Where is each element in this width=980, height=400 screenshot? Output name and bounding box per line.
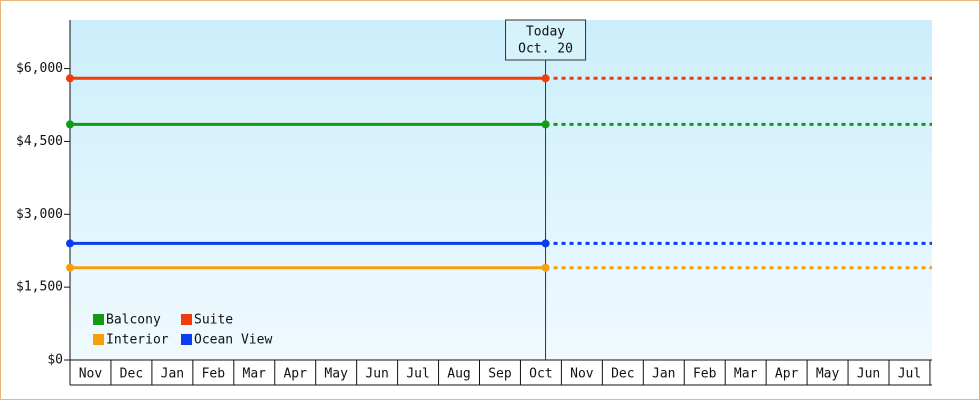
x-tick-label: Oct	[529, 367, 552, 382]
point	[541, 263, 550, 272]
legend-label: Ocean View	[194, 333, 272, 348]
today-date: Oct. 20	[518, 42, 573, 57]
y-tick-label: $0	[47, 353, 63, 368]
x-tick-label: Nov	[79, 367, 103, 382]
x-tick-label: Nov	[570, 367, 594, 382]
point	[66, 263, 74, 272]
x-tick-label: Apr	[283, 367, 307, 382]
x-tick-label: Aug	[447, 367, 470, 382]
y-tick-label: $6,000	[16, 61, 63, 76]
x-tick-label: Jul	[406, 367, 429, 382]
legend-swatch	[93, 314, 104, 325]
legend-swatch	[181, 334, 192, 345]
point	[66, 120, 74, 129]
x-tick-label: Jun	[857, 367, 880, 382]
point	[541, 120, 550, 129]
legend-swatch	[181, 314, 192, 325]
y-tick-label: $4,500	[16, 134, 63, 149]
x-tick-label: Sep	[488, 367, 512, 382]
plot-area	[70, 20, 932, 360]
x-tick-label: Mar	[243, 367, 267, 382]
x-tick-label: Dec	[611, 367, 634, 382]
legend-label: Suite	[194, 313, 233, 328]
y-tick-label: $1,500	[16, 280, 63, 295]
x-tick-label: May	[816, 367, 840, 382]
point	[66, 239, 74, 248]
legend-swatch	[93, 334, 104, 345]
point	[541, 239, 550, 248]
x-tick-label: Jan	[161, 367, 184, 382]
x-tick-label: Feb	[202, 367, 226, 382]
x-tick-label: Jul	[898, 367, 921, 382]
x-tick-label: Jan	[652, 367, 675, 382]
x-tick-label: Feb	[693, 367, 717, 382]
today-box	[505, 19, 587, 61]
x-tick-label: Apr	[775, 367, 799, 382]
y-tick-label: $3,000	[16, 207, 63, 222]
point	[541, 74, 550, 83]
legend-label: Interior	[106, 333, 169, 348]
x-tick-label: May	[324, 367, 348, 382]
x-tick-label: Jun	[365, 367, 388, 382]
today-title: Today	[526, 25, 565, 40]
x-tick-label: Dec	[120, 367, 143, 382]
point	[66, 74, 74, 83]
x-tick-label: Mar	[734, 367, 758, 382]
legend-label: Balcony	[106, 313, 161, 328]
